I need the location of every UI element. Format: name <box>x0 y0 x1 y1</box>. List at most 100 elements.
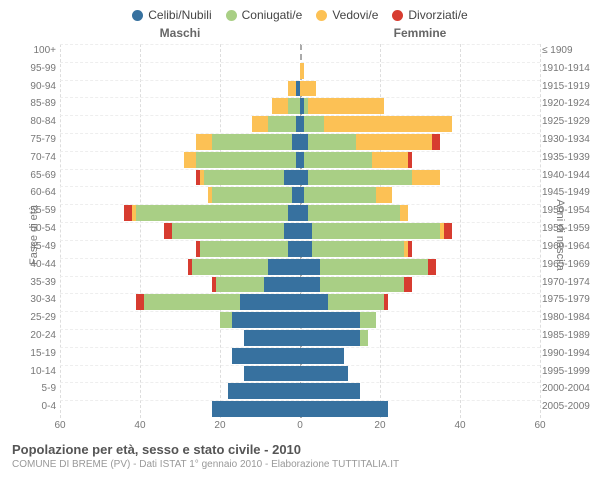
legend-swatch <box>316 10 327 21</box>
birth-year-label: 1935-1939 <box>542 151 596 165</box>
bar-segment <box>196 134 212 150</box>
bar-segment <box>192 259 268 275</box>
birth-year-label: 1975-1979 <box>542 293 596 307</box>
birth-year-label: 1995-1999 <box>542 365 596 379</box>
female-bar <box>300 152 412 168</box>
bar-segment <box>196 152 296 168</box>
female-bar <box>300 294 388 310</box>
bar-segment <box>136 294 144 310</box>
bar-segment <box>312 223 440 239</box>
male-bar <box>208 187 300 203</box>
bar-segment <box>164 223 172 239</box>
table-row: 45-491960-1964 <box>60 240 540 258</box>
male-bar <box>184 152 300 168</box>
bar-segment <box>288 241 300 257</box>
female-bar <box>300 205 408 221</box>
bar-segment <box>300 259 320 275</box>
bar-segment <box>288 81 296 97</box>
bar-segment <box>144 294 240 310</box>
bar-segment <box>324 116 452 132</box>
bar-segment <box>304 152 372 168</box>
male-bar <box>164 223 300 239</box>
female-bar <box>300 170 440 186</box>
bar-segment <box>400 205 408 221</box>
male-bar <box>196 134 300 150</box>
female-label: Femmine <box>300 26 540 40</box>
age-label: 80-84 <box>12 115 56 129</box>
bar-segment <box>304 187 376 203</box>
age-label: 20-24 <box>12 329 56 343</box>
bar-segment <box>240 294 300 310</box>
table-row: 0-42005-2009 <box>60 400 540 418</box>
legend-item: Coniugati/e <box>226 8 303 22</box>
x-tick: 60 <box>534 420 545 431</box>
x-axis: 6040200204060 <box>60 418 540 436</box>
bar-segment <box>212 401 300 417</box>
table-row: 80-841925-1929 <box>60 115 540 133</box>
age-label: 40-44 <box>12 258 56 272</box>
legend-label: Vedovi/e <box>332 8 378 22</box>
male-bar <box>212 401 300 417</box>
legend: Celibi/NubiliConiugati/eVedovi/eDivorzia… <box>0 0 600 26</box>
male-bar <box>212 277 300 293</box>
birth-year-label: 2005-2009 <box>542 400 596 414</box>
bar-segment <box>300 277 320 293</box>
bar-segment <box>304 116 324 132</box>
age-label: 75-79 <box>12 133 56 147</box>
male-bar <box>196 241 300 257</box>
age-label: 60-64 <box>12 186 56 200</box>
female-bar <box>300 116 452 132</box>
male-bar <box>244 330 300 346</box>
female-bar <box>300 223 452 239</box>
bar-segment <box>300 348 344 364</box>
bar-segment <box>204 170 284 186</box>
age-label: 30-34 <box>12 293 56 307</box>
bar-segment <box>300 383 360 399</box>
bar-segment <box>300 241 312 257</box>
bar-segment <box>272 98 288 114</box>
table-row: 25-291980-1984 <box>60 311 540 329</box>
age-label: 5-9 <box>12 382 56 396</box>
bar-segment <box>376 187 392 203</box>
bar-segment <box>268 259 300 275</box>
male-bar <box>232 348 300 364</box>
birth-year-label: 1910-1914 <box>542 62 596 76</box>
birth-year-label: 1955-1959 <box>542 222 596 236</box>
table-row: 70-741935-1939 <box>60 151 540 169</box>
table-row: 65-691940-1944 <box>60 169 540 187</box>
table-row: 55-591950-1954 <box>60 204 540 222</box>
bar-segment <box>232 348 300 364</box>
bar-segment <box>292 187 300 203</box>
legend-label: Coniugati/e <box>242 8 303 22</box>
bar-segment <box>284 170 300 186</box>
table-row: 90-941915-1919 <box>60 80 540 98</box>
birth-year-label: 1970-1974 <box>542 276 596 290</box>
bar-segment <box>220 312 232 328</box>
birth-year-label: ≤ 1909 <box>542 44 596 58</box>
x-tick: 60 <box>54 420 65 431</box>
age-label: 65-69 <box>12 169 56 183</box>
bar-segment <box>308 205 400 221</box>
bar-segment <box>320 259 428 275</box>
birth-year-label: 1930-1934 <box>542 133 596 147</box>
bar-segment <box>288 205 300 221</box>
male-bar <box>272 98 300 114</box>
bar-segment <box>288 98 300 114</box>
legend-item: Vedovi/e <box>316 8 378 22</box>
bar-segment <box>300 366 348 382</box>
bar-segment <box>384 294 388 310</box>
bar-segment <box>216 277 264 293</box>
bar-segment <box>404 277 412 293</box>
legend-label: Divorziati/e <box>408 8 467 22</box>
population-pyramid-chart: Celibi/NubiliConiugati/eVedovi/eDivorzia… <box>0 0 600 470</box>
bar-segment <box>300 134 308 150</box>
female-bar <box>300 401 388 417</box>
female-bar <box>300 259 436 275</box>
birth-year-label: 1915-1919 <box>542 80 596 94</box>
bar-segment <box>308 170 412 186</box>
bar-segment <box>320 277 404 293</box>
table-row: 35-391970-1974 <box>60 276 540 294</box>
birth-year-label: 1925-1929 <box>542 115 596 129</box>
birth-year-label: 1965-1969 <box>542 258 596 272</box>
male-bar <box>228 383 300 399</box>
